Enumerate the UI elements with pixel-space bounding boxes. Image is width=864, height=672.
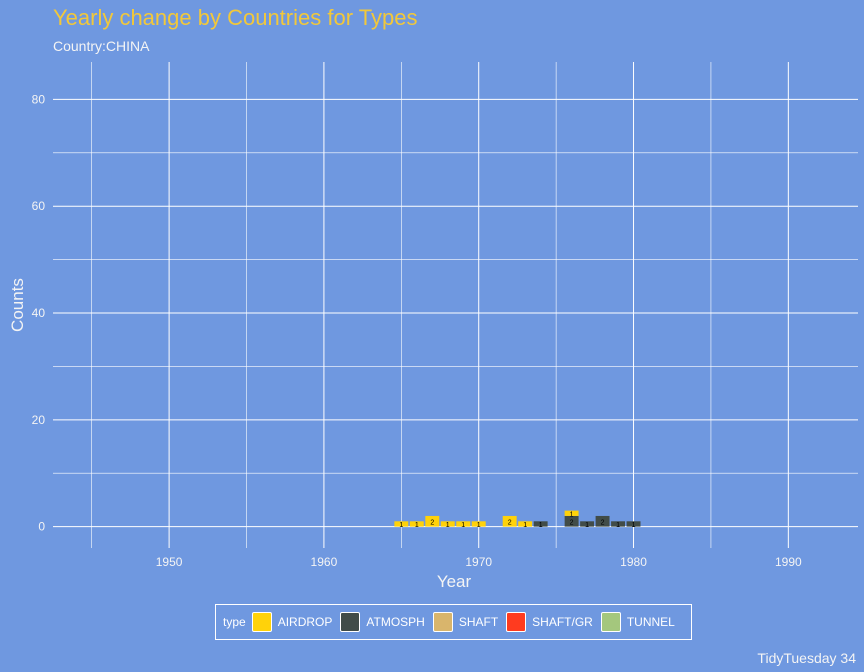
y-tick-labels: 0 20 40 60 80 — [32, 92, 46, 533]
bar-atmosph — [595, 515, 610, 527]
legend-swatch — [340, 612, 361, 632]
bar-atmosph — [611, 521, 626, 527]
bar-value-label: 1 — [523, 522, 527, 529]
x-tick-label: 1970 — [465, 555, 492, 569]
legend-item: SHAFT/GR — [506, 612, 593, 632]
bar-airdrop — [502, 515, 517, 527]
chart-subtitle: Country:CHINA — [53, 38, 150, 54]
major-gridlines — [53, 62, 858, 548]
plot-area: 1 1 2 1 1 1 2 1 1 211 2 1 1 1950 1960 1970 1980 1990 020… — [8, 62, 858, 591]
x-tick-label: 1990 — [775, 555, 802, 569]
bar-airdrop — [440, 521, 455, 527]
chart-title: Yearly change by Countries for Types — [53, 5, 418, 30]
bars-layer — [394, 510, 641, 527]
x-tick-labels: 1950 1960 1970 1980 1990 — [156, 555, 802, 569]
legend-swatch — [506, 612, 527, 632]
y-tick-label: 0 — [38, 520, 45, 534]
bar-value-label: 2 — [570, 519, 574, 526]
legend-item: TUNNEL — [600, 612, 675, 632]
bar-value-label: 2 — [601, 519, 605, 526]
bar-value-label: 1 — [477, 522, 481, 529]
bar-airdrop — [409, 521, 424, 527]
legend-label: ATMOSPH — [366, 615, 425, 629]
legend-swatch — [600, 612, 621, 632]
legend-swatch — [251, 612, 272, 632]
y-axis-label: Counts — [8, 278, 27, 332]
y-tick-label: 80 — [32, 92, 46, 106]
bar-value-label: 1 — [446, 522, 450, 529]
bar-value-label: 1 — [539, 522, 543, 529]
legend-item: ATMOSPH — [340, 612, 425, 632]
bar-atmosph — [533, 521, 548, 527]
bar-value-label: 1 — [399, 522, 403, 529]
bar-airdrop — [394, 521, 409, 527]
y-tick-label: 20 — [32, 413, 46, 427]
bar-airdrop — [564, 510, 579, 516]
legend-title: type — [223, 615, 246, 629]
legend: type AIRDROP ATMOSPH SHAFT SHAFT/GR TUNNEL — [215, 604, 692, 640]
legend-label: TUNNEL — [626, 615, 675, 629]
legend-items: AIRDROP ATMOSPH SHAFT SHAFT/GR TUNNEL — [251, 612, 683, 632]
bar-value-label: 1 — [415, 522, 419, 529]
chart-caption: TidyTuesday 34 — [757, 650, 856, 666]
bar-atmosph — [564, 515, 579, 527]
legend-label: AIRDROP — [277, 615, 333, 629]
bar-airdrop — [456, 521, 471, 527]
x-tick-label: 1960 — [311, 555, 338, 569]
legend-item: AIRDROP — [251, 612, 333, 632]
bar-airdrop — [425, 515, 440, 527]
x-tick-label: 1950 — [156, 555, 183, 569]
bar-airdrop — [471, 521, 486, 527]
bar-atmosph — [626, 521, 641, 527]
bar-value-label: 1 — [570, 511, 574, 518]
bar-value-label: 2 — [508, 519, 512, 526]
y-tick-label: 60 — [32, 199, 46, 213]
y-tick-label: 40 — [32, 306, 46, 320]
bar-value-label: 1 — [616, 522, 620, 529]
bar-atmosph — [580, 521, 595, 527]
legend-label: SHAFT — [458, 615, 499, 629]
bar-airdrop — [518, 521, 533, 527]
bar-value-label: 1 — [585, 522, 589, 529]
bar-value-label: 2 — [430, 519, 434, 526]
legend-label: SHAFT/GR — [532, 615, 593, 629]
minor-gridlines — [53, 62, 858, 548]
bar-labels-layer: 1 1 2 1 1 1 2 1 1 211 2 1 1 — [399, 511, 635, 529]
bar-value-label: 1 — [632, 522, 636, 529]
x-axis-label: Year — [437, 572, 472, 591]
x-tick-label: 1980 — [620, 555, 647, 569]
bar-value-label: 1 — [461, 522, 465, 529]
legend-item: SHAFT — [432, 612, 499, 632]
legend-swatch — [432, 612, 453, 632]
